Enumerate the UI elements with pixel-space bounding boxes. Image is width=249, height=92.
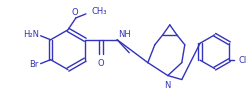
Text: Br: Br bbox=[29, 60, 39, 69]
Text: H₂N: H₂N bbox=[23, 30, 39, 39]
Text: Cl: Cl bbox=[239, 56, 247, 65]
Text: O: O bbox=[72, 8, 78, 17]
Text: NH: NH bbox=[118, 30, 131, 39]
Text: CH₃: CH₃ bbox=[92, 7, 107, 16]
Text: O: O bbox=[98, 59, 105, 68]
Text: N: N bbox=[165, 80, 171, 90]
